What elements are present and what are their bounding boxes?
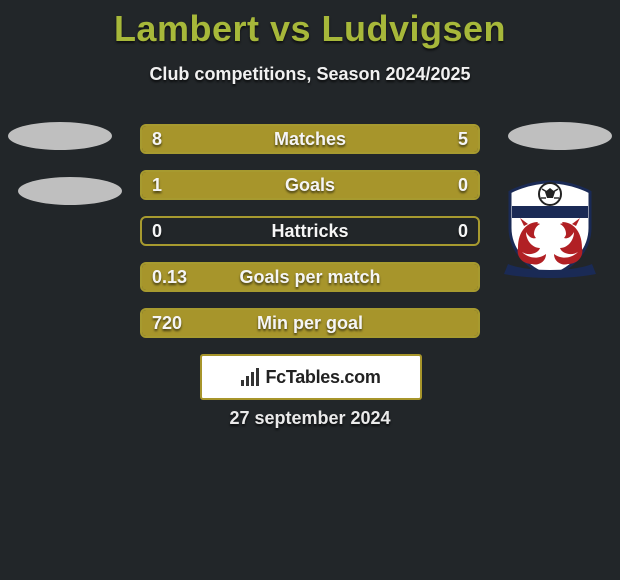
page-subtitle: Club competitions, Season 2024/2025	[0, 64, 620, 85]
date-text: 27 september 2024	[0, 408, 620, 429]
club-crest	[500, 178, 600, 278]
stat-row: 8Matches5	[140, 124, 480, 154]
stat-row: 0.13Goals per match	[140, 262, 480, 292]
bar-chart-icon	[241, 368, 259, 386]
badge-text: FcTables.com	[265, 367, 380, 388]
stat-row: 0Hattricks0	[140, 216, 480, 246]
stat-row: 720Min per goal	[140, 308, 480, 338]
stat-value-right: 0	[458, 218, 468, 244]
fctables-badge[interactable]: FcTables.com	[200, 354, 422, 400]
page-root: Lambert vs Ludvigsen Club competitions, …	[0, 0, 620, 580]
stat-label: Min per goal	[142, 310, 478, 336]
stat-label: Hattricks	[142, 218, 478, 244]
stat-value-right: 5	[458, 126, 468, 152]
stat-value-right: 0	[458, 172, 468, 198]
stat-label: Goals per match	[142, 264, 478, 290]
placeholder-ellipse-left-1	[8, 122, 112, 150]
placeholder-ellipse-right-1	[508, 122, 612, 150]
stat-row: 1Goals0	[140, 170, 480, 200]
stat-label: Goals	[142, 172, 478, 198]
placeholder-ellipse-left-2	[18, 177, 122, 205]
crest-svg	[500, 178, 600, 278]
stat-rows: 8Matches51Goals00Hattricks00.13Goals per…	[140, 124, 480, 354]
page-title: Lambert vs Ludvigsen	[0, 0, 620, 50]
stat-label: Matches	[142, 126, 478, 152]
